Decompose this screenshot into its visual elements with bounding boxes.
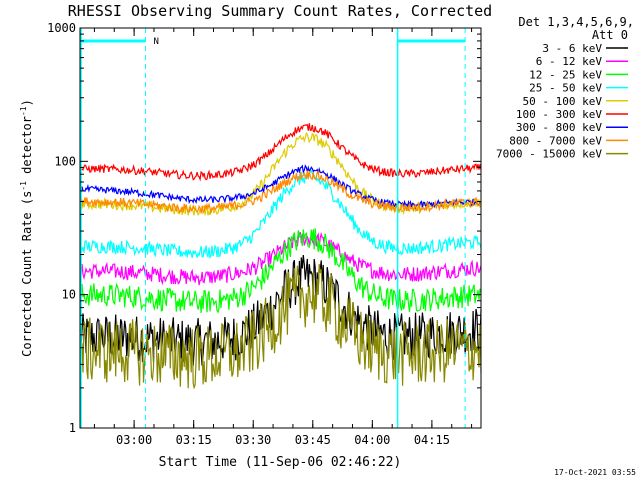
legend-label: 3 - 6 keV bbox=[542, 42, 602, 55]
legend-header-line2: Att 0 bbox=[592, 28, 628, 42]
y-axis-label: Corrected Count Rate (s-1 detector-1) bbox=[19, 99, 34, 357]
x-tick-label: 03:45 bbox=[295, 433, 331, 447]
x-tick-label: 04:00 bbox=[354, 433, 390, 447]
y-axis-label-sup2: -1 bbox=[19, 106, 28, 116]
y-axis-label-part1: Corrected Count Rate (s bbox=[20, 191, 34, 357]
series-line bbox=[79, 228, 482, 314]
series-line bbox=[79, 123, 482, 182]
timestamp: 17-Oct-2021 03:55 bbox=[554, 468, 636, 477]
plot-area: N bbox=[79, 28, 482, 428]
legend-label: 100 - 300 keV bbox=[516, 108, 602, 121]
legend-header-line1: Det 1,3,4,5,6,9, bbox=[518, 15, 634, 29]
legend-label: 300 - 800 keV bbox=[516, 121, 602, 134]
y-axis-label-sup1: -1 bbox=[19, 181, 28, 191]
y-tick-label: 100 bbox=[54, 154, 76, 168]
legend-label: 50 - 100 keV bbox=[523, 95, 603, 108]
legend-label: 25 - 50 keV bbox=[529, 82, 602, 95]
legend-label: 12 - 25 keV bbox=[529, 68, 602, 81]
series-line bbox=[79, 169, 482, 260]
plot-frame bbox=[79, 27, 482, 429]
x-axis-label: Start Time (11-Sep-06 02:46:22) bbox=[159, 455, 402, 470]
series-line bbox=[79, 170, 482, 215]
series-line bbox=[79, 264, 482, 390]
y-tick-label: 1000 bbox=[47, 21, 76, 35]
y-tick-label: 1 bbox=[69, 421, 76, 435]
legend-label: 6 - 12 keV bbox=[536, 55, 603, 68]
x-tick-label: 03:30 bbox=[235, 433, 271, 447]
night-bar-label: N bbox=[153, 37, 158, 47]
chart-title: RHESSI Observing Summary Count Rates, Co… bbox=[68, 2, 492, 20]
x-tick-label: 03:15 bbox=[176, 433, 212, 447]
x-tick-label: 03:00 bbox=[116, 433, 152, 447]
y-tick-label: 10 bbox=[62, 288, 76, 302]
y-axis-label-part3: ) bbox=[20, 99, 34, 106]
series-line bbox=[79, 164, 482, 210]
series-line bbox=[79, 231, 482, 286]
axes: 1 10 100 1000 03:00 03:15 03:30 03:45 04:00 04:15 bbox=[47, 21, 482, 447]
legend-label: 7000 - 15000 keV bbox=[496, 148, 602, 161]
y-axis-label-part2: detector bbox=[20, 116, 34, 181]
x-tick-label: 04:15 bbox=[414, 433, 450, 447]
legend-label: 800 - 7000 keV bbox=[509, 134, 602, 147]
